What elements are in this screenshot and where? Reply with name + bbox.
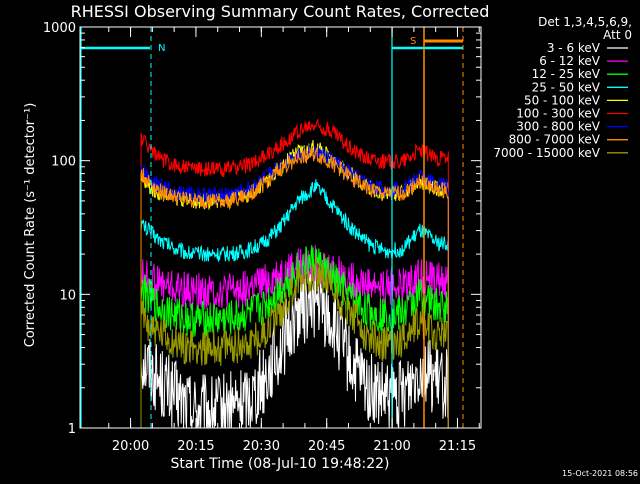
x-tick-label: 20:45	[308, 439, 345, 454]
series-line-12-25-kev	[140, 244, 449, 428]
chart-title: RHESSI Observing Summary Count Rates, Co…	[71, 2, 490, 21]
x-tick-label: 21:15	[439, 439, 476, 454]
y-axis-label: Corrected Count Rate (s⁻¹ detector⁻¹)	[23, 103, 38, 348]
legend-label-7000-15000-kev: 7000 - 15000 keV	[493, 146, 600, 160]
x-tick-label: 20:30	[243, 439, 280, 454]
legend-label-100-300-kev: 100 - 300 keV	[516, 107, 600, 121]
x-axis-label: Start Time (08-Jul-10 19:48:22)	[170, 456, 389, 472]
legend-label-6-12-kev: 6 - 12 keV	[539, 54, 601, 68]
series-line-7000-15000-kev	[140, 257, 449, 428]
x-tick-label: 21:00	[373, 439, 410, 454]
annotation-s: S	[410, 36, 416, 47]
y-tick-label: 10	[59, 288, 76, 303]
x-tick-label: 20:00	[112, 439, 149, 454]
legend-header-line1: Det 1,3,4,5,6,9,	[538, 15, 632, 29]
y-tick-label: 1000	[43, 21, 76, 36]
series-line-25-50-kev	[140, 179, 449, 428]
y-tick-label: 1	[68, 422, 76, 437]
legend-header-line2: Att 0	[603, 28, 632, 42]
y-tick-label: 100	[51, 155, 76, 170]
generation-timestamp: 15-Oct-2021 08:56	[562, 469, 638, 478]
series-line-800-7000-kev	[140, 147, 449, 428]
plot-axes: 1 10 100 1000 20:00 20:15 20:30 20:45 21:00 21:15	[43, 21, 482, 454]
legend-label-3-6-kev: 3 - 6 keV	[547, 41, 601, 55]
legend-label-50-100-kev: 50 - 100 keV	[524, 93, 601, 107]
legend-label-12-25-kev: 12 - 25 keV	[532, 67, 601, 81]
legend-label-25-50-kev: 25 - 50 keV	[532, 80, 601, 94]
legend-label-800-7000-kev: 800 - 7000 keV	[509, 133, 601, 147]
plot-frame	[79, 26, 482, 429]
legend-label-300-800-kev: 300 - 800 keV	[516, 120, 600, 134]
x-tick-label: 20:15	[177, 439, 214, 454]
observing-markers: NS	[80, 27, 464, 428]
plot-traces	[140, 118, 449, 429]
series-line-6-12-kev	[140, 244, 449, 428]
series-line-100-300-kev	[140, 118, 449, 428]
annotation-n: N	[158, 43, 165, 54]
